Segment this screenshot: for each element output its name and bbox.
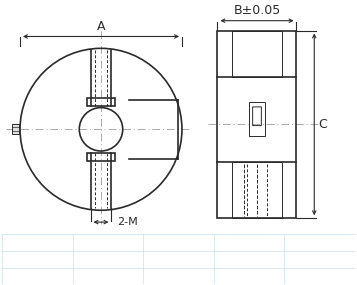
Bar <box>87 98 115 106</box>
Text: 2-M: 2-M <box>117 217 138 227</box>
Text: A: A <box>97 20 105 32</box>
Bar <box>12 124 19 134</box>
Bar <box>232 162 282 218</box>
Bar <box>249 102 265 136</box>
Bar <box>232 30 282 78</box>
Bar <box>217 30 296 218</box>
Text: C: C <box>318 118 327 131</box>
Text: B±0.05: B±0.05 <box>233 4 281 17</box>
Bar <box>87 153 115 161</box>
